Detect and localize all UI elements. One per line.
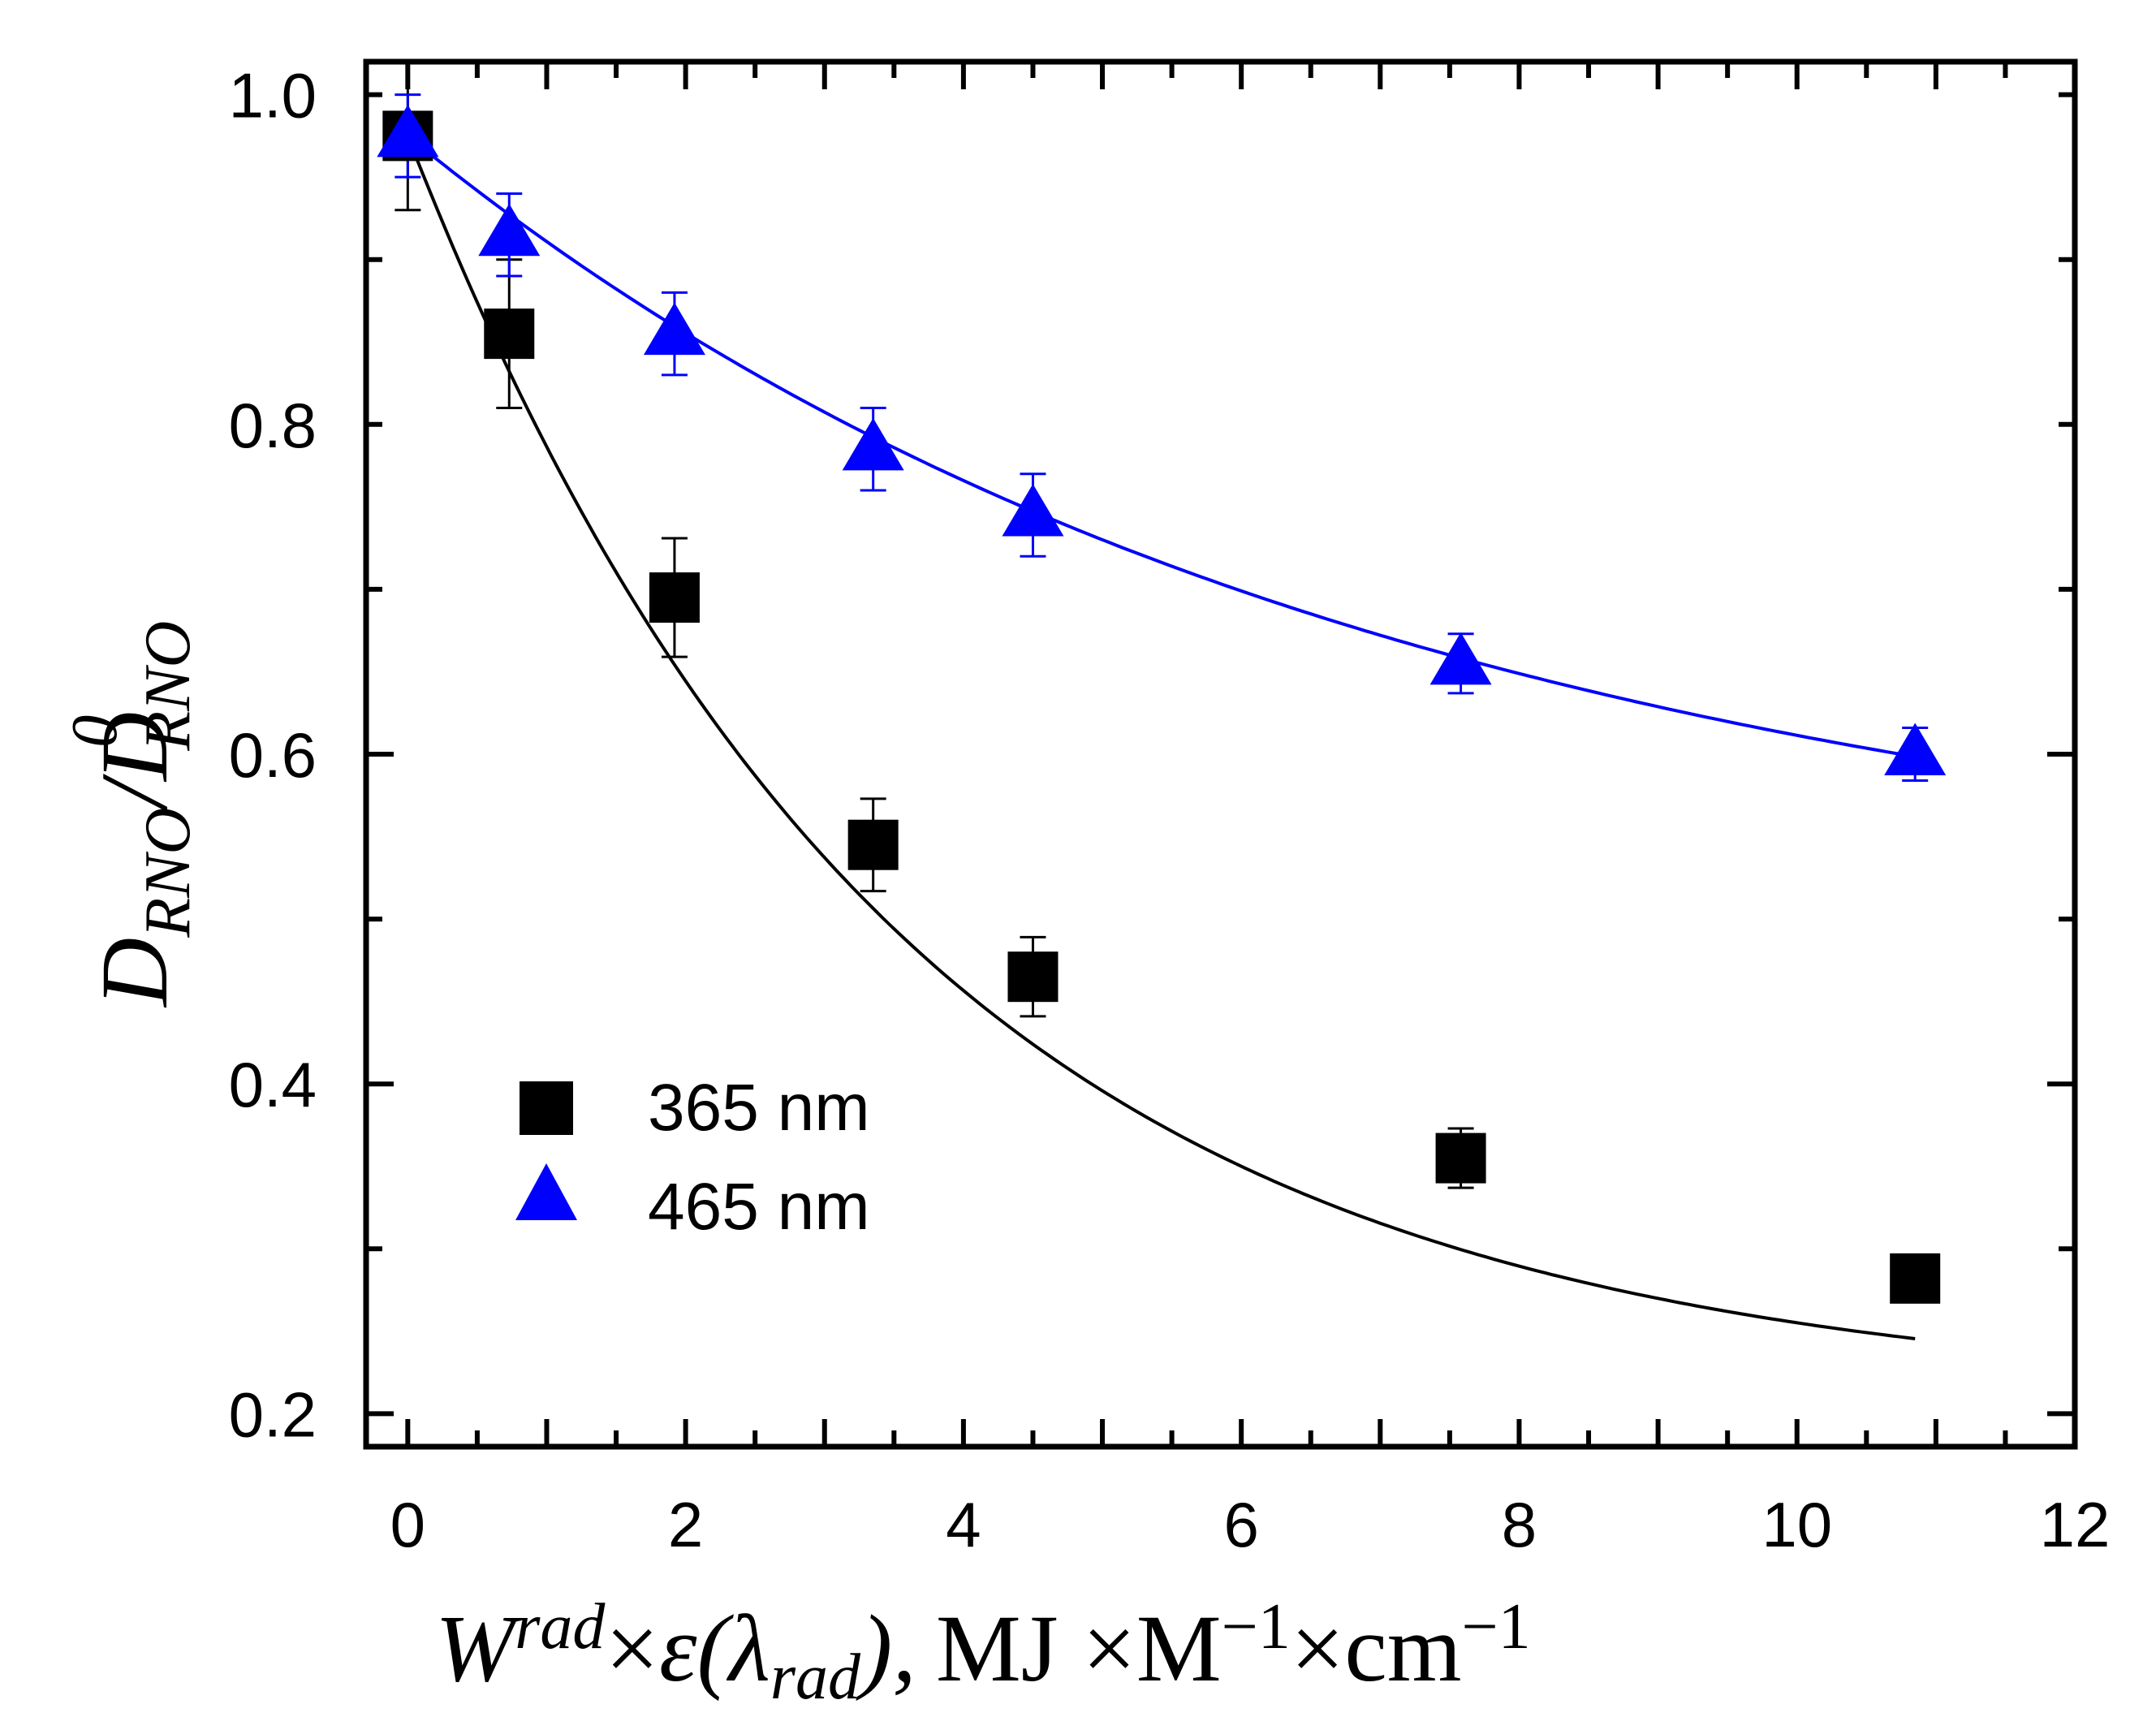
point-465 <box>377 104 439 157</box>
fit-curve-1 <box>407 134 1916 758</box>
tick-marks <box>366 62 2077 1447</box>
y-axis-title: DRNO/D0RNO <box>59 621 204 1008</box>
y-tick-label: 0.4 <box>229 1049 317 1120</box>
x-tick-label: 6 <box>1223 1489 1258 1560</box>
point-365 <box>1890 1253 1941 1304</box>
plot-frame <box>363 58 2078 1450</box>
y-tick-label: 0.6 <box>229 719 317 791</box>
point-465 <box>842 417 904 471</box>
x-tick-label: 12 <box>2040 1489 2111 1560</box>
x-tick-label: 8 <box>1502 1489 1537 1560</box>
point-365 <box>1435 1132 1486 1184</box>
x-tick-label: 2 <box>668 1489 703 1560</box>
legend: 365 nm 465 nm <box>515 1071 870 1244</box>
point-465 <box>1884 723 1947 776</box>
fit-curves <box>406 134 1916 1340</box>
point-465 <box>1002 484 1064 537</box>
point-465 <box>1429 632 1492 685</box>
y-tick-label: 0.2 <box>229 1378 317 1450</box>
legend-marker-465 <box>515 1163 577 1220</box>
x-axis-title: Wrad×ε(λrad), MJ ×M−1×cm−1 <box>435 1591 1531 1713</box>
data-points <box>377 104 1947 1304</box>
y-tick-labels: 0.2 0.4 0.6 0.8 1.0 <box>229 60 317 1451</box>
point-365 <box>1007 951 1059 1003</box>
y-tick-label: 1.0 <box>229 60 317 132</box>
x-tick-label: 10 <box>1761 1489 1832 1560</box>
legend-marker-365 <box>520 1081 573 1135</box>
error-bars <box>395 60 1929 1290</box>
point-465 <box>643 302 705 356</box>
fit-curve-0 <box>406 135 1916 1340</box>
legend-label-465: 465 nm <box>648 1170 870 1244</box>
point-365 <box>847 819 899 870</box>
legend-label-365: 365 nm <box>648 1071 870 1145</box>
x-tick-label: 0 <box>390 1489 425 1560</box>
point-365 <box>484 308 535 360</box>
x-tick-label: 4 <box>946 1489 981 1560</box>
x-tick-labels: 0 2 4 6 8 10 12 <box>390 1489 2111 1560</box>
point-365 <box>649 572 700 623</box>
point-465 <box>478 203 541 257</box>
y-tick-label: 0.8 <box>229 390 317 461</box>
